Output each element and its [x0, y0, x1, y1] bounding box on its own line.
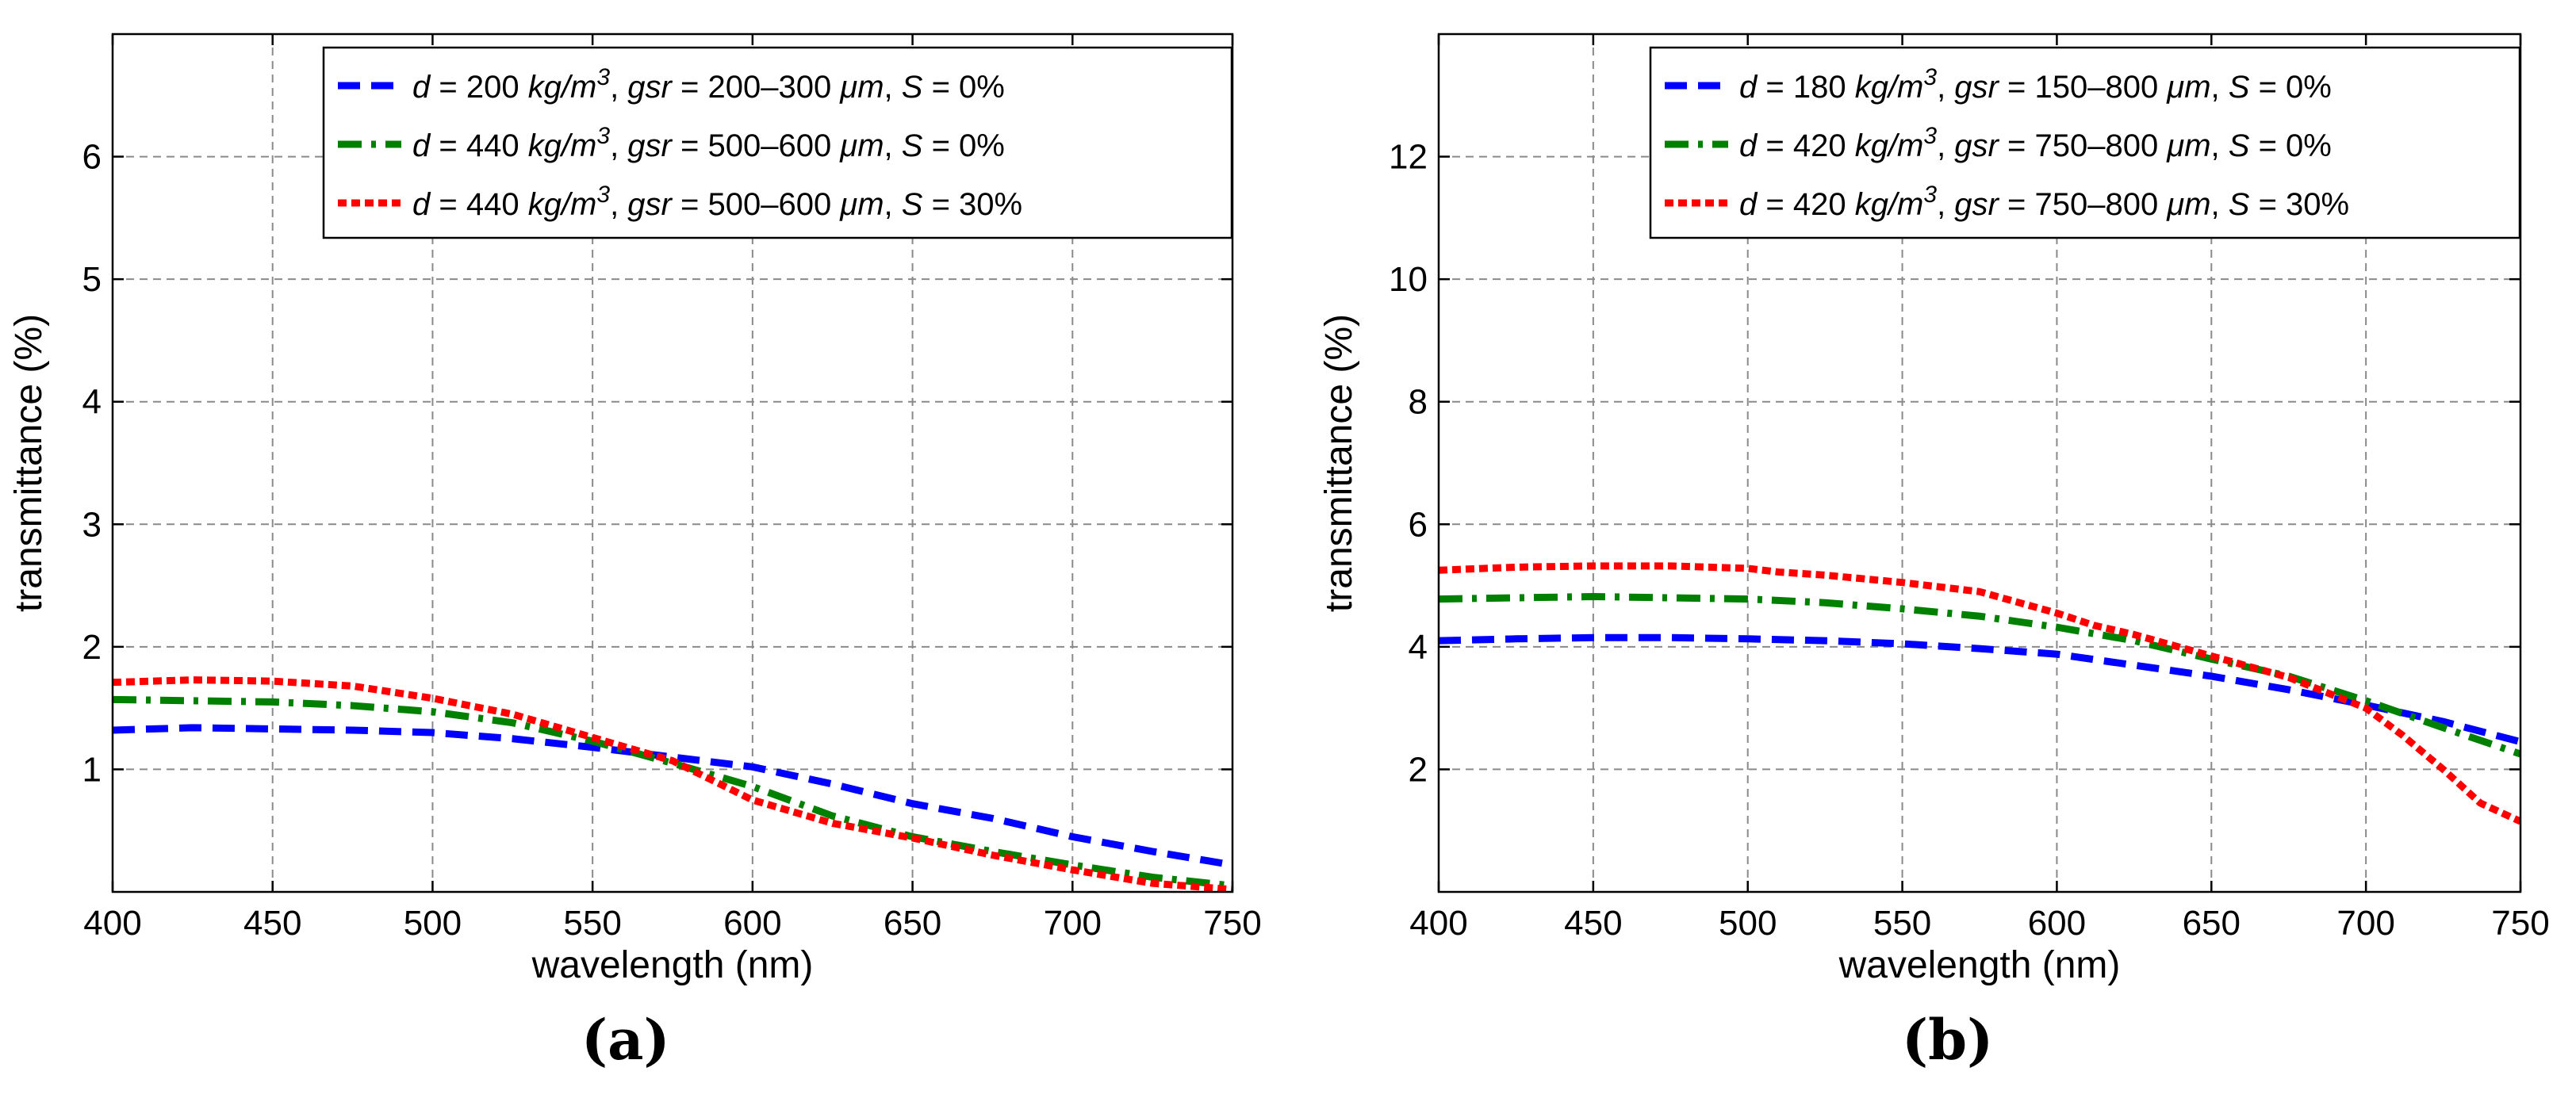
- legend-box: [1649, 46, 2521, 239]
- legend: d = 200 kg/m3, gsr = 200–300 μm, S = 0% d…: [322, 46, 1233, 239]
- legend-entry-2: d = 440 kg/m3, gsr = 500–600 μm, S = 0%: [412, 123, 1005, 164]
- series-line-1: [113, 724, 1232, 869]
- y-axis-label: transmittance (%): [8, 314, 50, 612]
- x-tick-label: 550: [1873, 904, 1931, 943]
- x-tick-label: 700: [2336, 904, 2394, 943]
- axes-frame: [1437, 33, 2522, 893]
- x-tick-label: 500: [1719, 904, 1777, 943]
- panel-b-caption: (b): [1902, 1007, 1993, 1073]
- x-tick-label: 750: [2491, 904, 2549, 943]
- y-tick-label: 4: [1409, 628, 1428, 667]
- x-tick-label: 400: [83, 904, 141, 943]
- y-axis-label: transmittance (%): [1318, 314, 1360, 612]
- y-tick-label: 2: [1409, 750, 1428, 789]
- y-tick-label: 5: [82, 260, 102, 299]
- series-line-3: [1439, 562, 2520, 825]
- x-tick-label: 450: [1564, 904, 1622, 943]
- axes-frame: [111, 33, 1234, 893]
- x-axis-label: wavelength (nm): [1838, 944, 2121, 986]
- x-tick-label: 550: [563, 904, 621, 943]
- x-tick-label: 750: [1203, 904, 1261, 943]
- y-tick-label: 1: [82, 750, 102, 789]
- series-group: [113, 676, 1232, 892]
- series-group: [1439, 562, 2520, 825]
- y-tick-label: 12: [1389, 138, 1428, 177]
- x-tick-label: 600: [2028, 904, 2086, 943]
- legend-entry-1: d = 180 kg/m3, gsr = 150–800 μm, S = 0%: [1739, 64, 2332, 105]
- y-tick-label: 6: [82, 138, 102, 177]
- panel-a-caption-text: (a): [581, 1007, 670, 1073]
- chart-panel-b: 400 450 500 550 600 650 700 750 2 4 6 8 10 12 waveleng…: [1318, 33, 2550, 986]
- legend-entry-1: d = 200 kg/m3, gsr = 200–300 μm, S = 0%: [412, 64, 1005, 105]
- x-tick-label: 650: [884, 904, 941, 943]
- x-axis-label: wavelength (nm): [531, 944, 814, 986]
- x-tick-label: 700: [1044, 904, 1102, 943]
- x-tick-label: 500: [404, 904, 462, 943]
- panel-b-caption-text: (b): [1902, 1007, 1994, 1073]
- y-tick-label: 6: [1409, 505, 1428, 544]
- legend-box: [322, 46, 1233, 239]
- y-tick-label: 10: [1389, 260, 1428, 299]
- series-line-2: [113, 695, 1232, 890]
- y-tick-label: 8: [1409, 383, 1428, 422]
- y-tick-label: 4: [82, 383, 102, 422]
- panel-a-caption: (a): [581, 1007, 670, 1073]
- legend-entry-3: d = 420 kg/m3, gsr = 750–800 μm, S = 30%: [1739, 182, 2349, 223]
- y-tick-label: 2: [82, 628, 102, 667]
- legend-entry-3: d = 440 kg/m3, gsr = 500–600 μm, S = 30%: [412, 182, 1022, 223]
- y-tick-label: 3: [82, 505, 102, 544]
- x-tick-label: 650: [2183, 904, 2241, 943]
- series-line-3: [113, 676, 1232, 892]
- chart-panel-a: 400 450 500 550 600 650 700 750 1 2 3 4 5 6 wavelength…: [8, 33, 1262, 986]
- x-tick-label: 400: [1409, 904, 1467, 943]
- legend-entry-2: d = 420 kg/m3, gsr = 750–800 μm, S = 0%: [1739, 123, 2332, 164]
- series-line-2: [1439, 592, 2520, 758]
- x-tick-label: 600: [723, 904, 781, 943]
- legend: d = 180 kg/m3, gsr = 150–800 μm, S = 0% d…: [1649, 46, 2521, 239]
- x-tick-label: 450: [243, 904, 301, 943]
